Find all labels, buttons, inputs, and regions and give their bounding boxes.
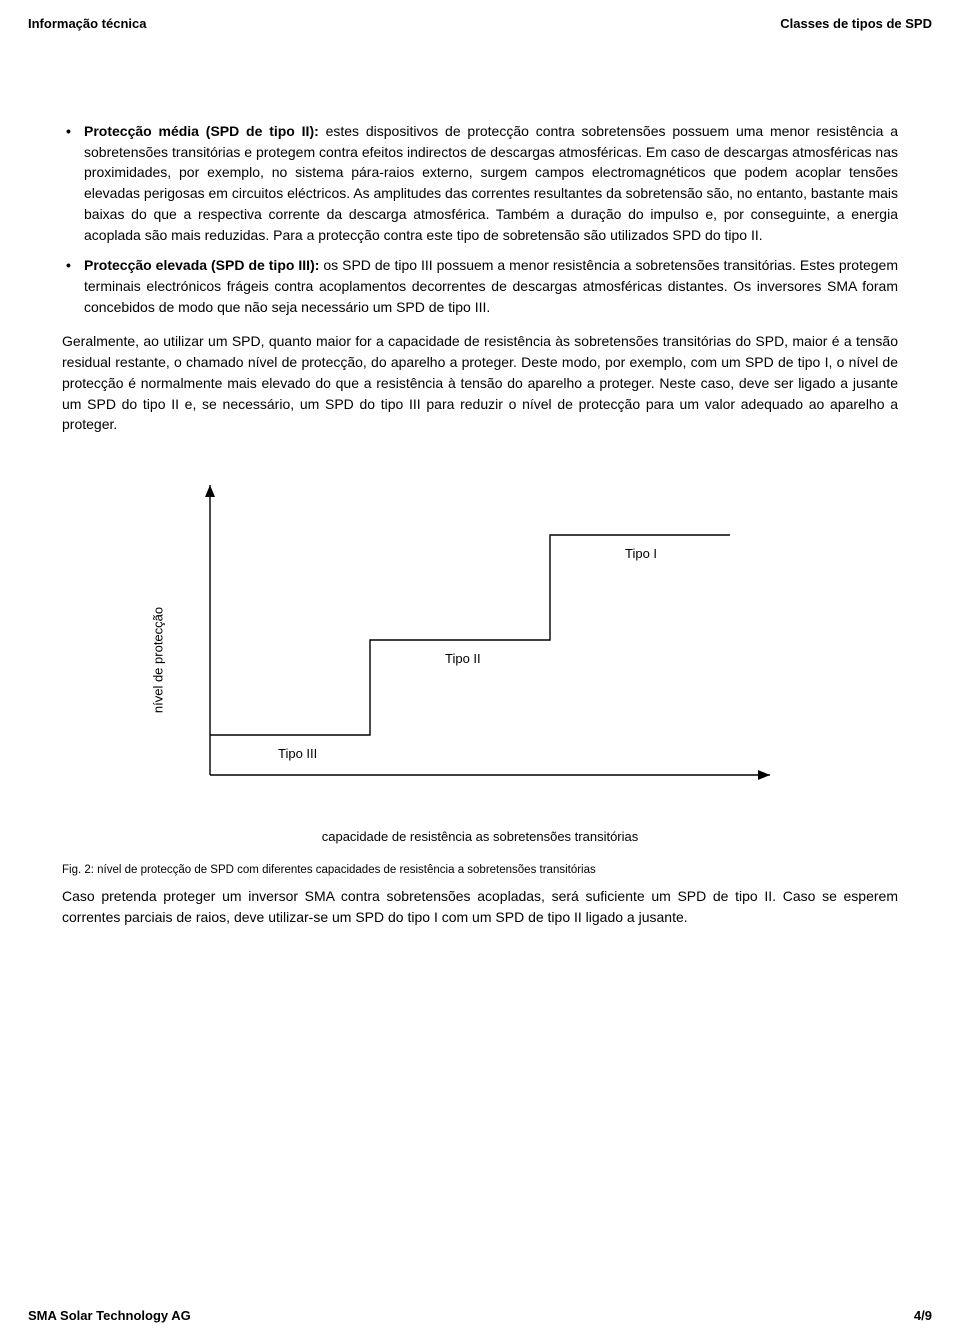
header-right: Classes de tipos de SPD — [780, 16, 932, 31]
bullet-item: Protecção média (SPD de tipo II): estes … — [84, 121, 898, 245]
page: Informação técnica Classes de tipos de S… — [0, 0, 960, 1343]
protection-level-chart: nível de protecção Tipo IIITipo IITipo I… — [170, 475, 790, 844]
figure-caption: Fig. 2: nível de protecção de SPD com di… — [62, 864, 898, 876]
svg-text:Tipo II: Tipo II — [445, 651, 481, 666]
body-paragraph: Caso pretenda proteger um inversor SMA c… — [62, 886, 898, 927]
header-left: Informação técnica — [28, 16, 147, 31]
svg-text:Tipo III: Tipo III — [278, 746, 317, 761]
content-area: Protecção média (SPD de tipo II): estes … — [28, 121, 932, 928]
footer-right: 4/9 — [914, 1308, 932, 1323]
bullet-item: Protecção elevada (SPD de tipo III): os … — [84, 255, 898, 317]
bullet-lead: Protecção média (SPD de tipo II): — [84, 123, 319, 139]
body-paragraph: Geralmente, ao utilizar um SPD, quanto m… — [62, 331, 898, 435]
y-axis-label: nível de protecção — [151, 606, 166, 712]
chart-svg: Tipo III Tipo II Tipo I — [170, 475, 790, 815]
footer-left: SMA Solar Technology AG — [28, 1308, 191, 1323]
bullet-lead: Protecção elevada (SPD de tipo III): — [84, 257, 319, 273]
bullet-list: Protecção média (SPD de tipo II): estes … — [62, 121, 898, 317]
x-axis-label: capacidade de resistência as sobretensõe… — [170, 829, 790, 844]
page-header: Informação técnica Classes de tipos de S… — [28, 16, 932, 31]
bullet-text: estes dispositivos de protecção contra s… — [84, 123, 898, 243]
page-footer: SMA Solar Technology AG 4/9 — [28, 1308, 932, 1323]
svg-text:Tipo I: Tipo I — [625, 546, 657, 561]
